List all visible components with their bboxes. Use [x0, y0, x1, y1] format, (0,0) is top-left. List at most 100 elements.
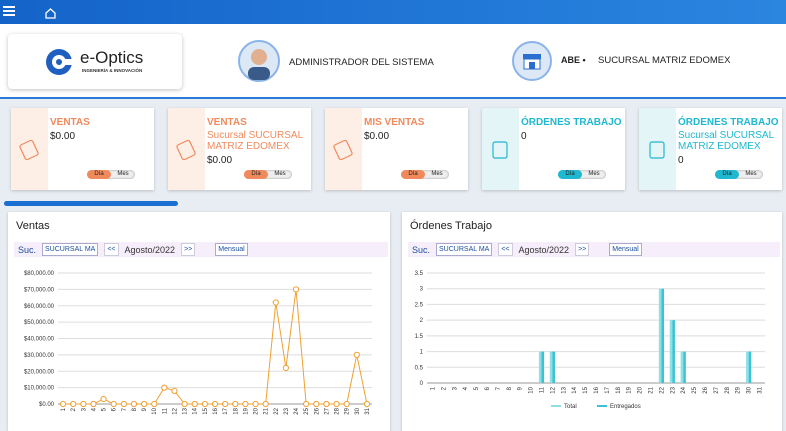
card-side: [11, 108, 48, 190]
x-tick-label: 8: [132, 407, 138, 411]
card-side: [639, 108, 676, 190]
x-tick-label: 2: [441, 386, 447, 390]
x-tick-label: 30: [355, 407, 361, 414]
kpi-card: VENTAS $0.00 Día Mes: [11, 108, 154, 190]
branch-select[interactable]: SUCURSAL MA: [436, 243, 493, 256]
y-tick-label: $30,000.00: [24, 353, 55, 359]
prev-button[interactable]: <<: [498, 243, 513, 256]
kpi-card: VENTAS Sucursal SUCURSAL MATRIZ EDOMEX $0.…: [168, 108, 311, 190]
x-tick-label: 10: [152, 407, 158, 414]
card-title-text: VENTAS: [50, 117, 90, 128]
next-button[interactable]: >>: [575, 243, 590, 256]
x-tick-label: 24: [681, 386, 687, 393]
x-tick-label: 15: [583, 386, 589, 393]
next-button[interactable]: >>: [181, 243, 196, 256]
toggle[interactable]: Día Mes: [244, 170, 292, 179]
x-tick-label: 12: [172, 407, 178, 414]
toggle-option[interactable]: Mes: [274, 171, 286, 177]
mode-select[interactable]: Mensual: [215, 243, 248, 256]
kpi-card: ÓRDENES TRABAJO Sucursal SUCURSAL MATRIZ …: [639, 108, 782, 190]
branch-select[interactable]: SUCURSAL MA: [42, 243, 99, 256]
point: [333, 400, 340, 408]
y-tick-label: $60,000.00: [24, 304, 55, 310]
branch-label: Suc.: [18, 244, 37, 255]
header: e-Optics INGENIERÍA & INNOVACIÓN ADMINIS…: [0, 24, 786, 99]
legend-swatch: [551, 405, 561, 407]
toggle-option[interactable]: Día: [87, 170, 111, 179]
icon-shape: [492, 141, 508, 159]
x-tick-label: 30: [747, 386, 753, 393]
x-tick-label: 17: [605, 386, 611, 393]
y-tick-label: $40,000.00: [24, 337, 55, 343]
toggle-option[interactable]: Mes: [117, 171, 129, 177]
logo-tagline: INGENIERÍA & INNOVACIÓN: [82, 68, 143, 73]
menu-icon[interactable]: [3, 5, 15, 17]
x-tick-label: 27: [324, 407, 330, 414]
scrollbar: [4, 201, 178, 206]
x-tick-label: 20: [254, 407, 260, 414]
sales-panel: Ventas Suc. SUCURSAL MA << Agosto/2022 >> Mens…: [8, 212, 390, 431]
toggle-option[interactable]: Mes: [431, 171, 443, 177]
card-icon: [333, 139, 353, 161]
x-tick-label: 13: [561, 386, 567, 393]
x-tick-label: 14: [193, 407, 199, 414]
point: [272, 299, 279, 306]
x-tick-label: 4: [91, 407, 97, 411]
x-tick-label: 28: [335, 407, 341, 414]
toggle[interactable]: Día Mes: [87, 170, 135, 179]
card-side: [325, 108, 362, 190]
toggle-option[interactable]: Día: [244, 170, 268, 179]
x-tick-label: 24: [294, 407, 300, 414]
x-tick-label: 17: [223, 407, 229, 414]
x-tick-label: 27: [714, 386, 720, 393]
x-tick-label: 4: [463, 386, 469, 390]
toggle-option[interactable]: Día: [715, 170, 739, 179]
toggle-option[interactable]: Mes: [745, 171, 757, 177]
x-tick-label: 6: [112, 407, 118, 411]
toggle[interactable]: Día Mes: [401, 170, 449, 179]
mode-select[interactable]: Mensual: [609, 243, 642, 256]
toggle-option[interactable]: Mes: [588, 171, 600, 177]
point: [303, 400, 310, 408]
y-tick-label: $0.00: [39, 402, 55, 408]
point: [232, 400, 239, 408]
x-tick-label: 25: [304, 407, 310, 414]
point: [171, 387, 178, 395]
x-tick-label: 11: [162, 407, 168, 414]
point: [70, 400, 77, 408]
logo-text: e-Optics: [80, 48, 144, 67]
toggle[interactable]: Día Mes: [558, 170, 606, 179]
x-tick-label: 22: [659, 386, 665, 393]
point: [120, 400, 127, 408]
card-title-text: VENTAS: [207, 117, 247, 128]
x-tick-label: 5: [102, 407, 108, 411]
bar: [748, 351, 752, 383]
panel-title: Órdenes Trabajo: [410, 220, 492, 232]
point: [161, 384, 168, 391]
y-tick-label: $80,000.00: [24, 271, 55, 277]
card-value: $0.00: [364, 131, 390, 142]
card-value: 0: [521, 131, 527, 142]
card-icon: [176, 139, 196, 161]
toggle-option[interactable]: Día: [401, 170, 425, 179]
prev-button[interactable]: <<: [104, 243, 119, 256]
x-tick-label: 3: [81, 407, 87, 411]
x-tick-label: 15: [203, 407, 209, 414]
x-tick-label: 10: [529, 386, 535, 393]
home-icon[interactable]: [45, 8, 56, 19]
card-side: [168, 108, 205, 190]
bar: [680, 351, 684, 383]
card-title-text: ÓRDENES TRABAJO: [678, 117, 779, 128]
x-tick-label: 9: [518, 386, 524, 390]
bar: [658, 288, 662, 383]
sales-line: [63, 289, 368, 405]
x-tick-label: 20: [638, 386, 644, 393]
toggle[interactable]: Día Mes: [715, 170, 763, 179]
branch-label: Suc.: [412, 244, 431, 255]
point: [262, 400, 269, 408]
x-tick-label: 14: [572, 386, 578, 393]
y-tick-label: $10,000.00: [24, 386, 55, 392]
toggle-option[interactable]: Día: [558, 170, 582, 179]
panel-title: Ventas: [16, 220, 50, 232]
